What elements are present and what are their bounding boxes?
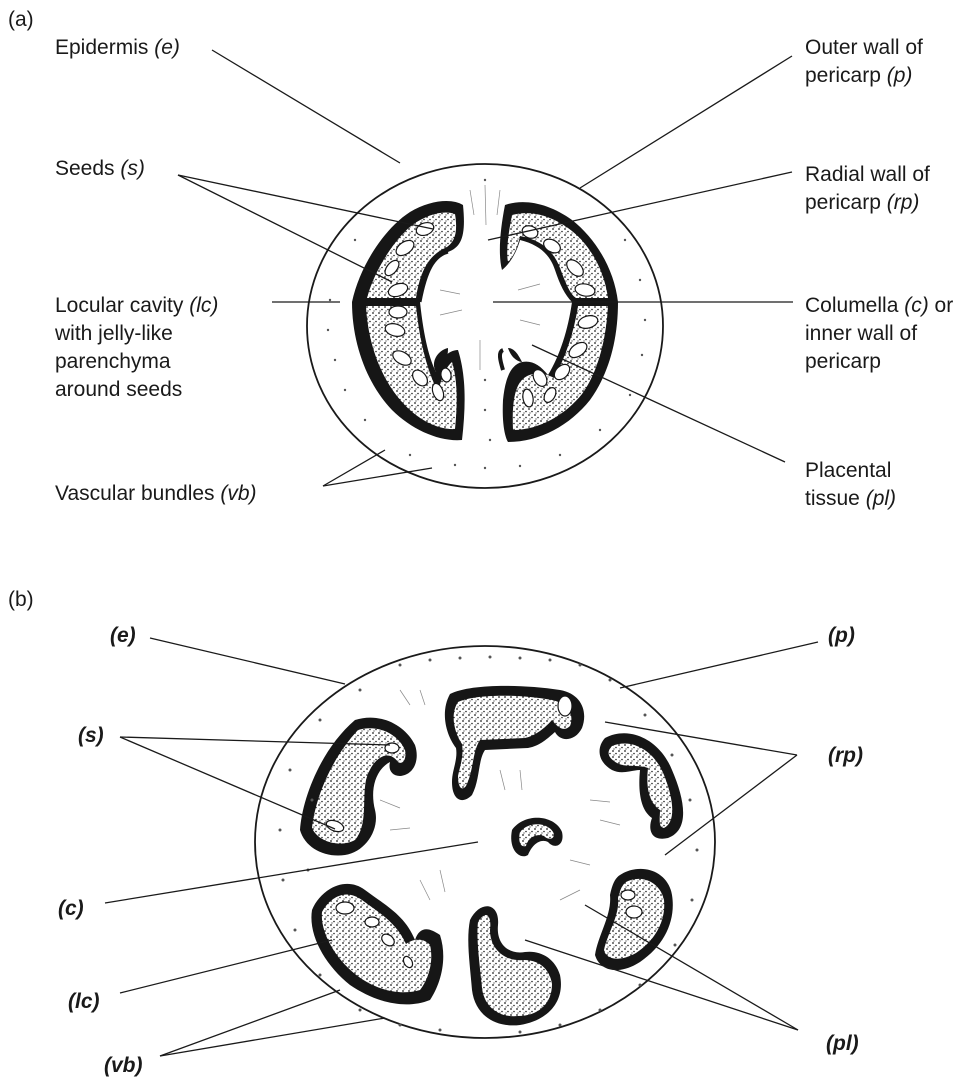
label-seeds-text: Seeds [55, 157, 121, 180]
locule-bottom-b [468, 906, 561, 1026]
tomato-cross-section-a [306, 163, 664, 489]
label-radial-wall-line1: Radial wall of [805, 163, 930, 186]
locule-lower-left-a [352, 302, 465, 441]
label-b-rp: (rp) [828, 744, 863, 767]
label-b-s: (s) [78, 724, 104, 747]
label-locular-cavity: Locular cavity (lc) with jelly-like pare… [55, 292, 218, 404]
label-columella-line3: pericarp [805, 350, 881, 373]
vascular-dots-a [326, 178, 647, 470]
locule-upper-right-b [599, 733, 684, 839]
label-b-p: (p) [828, 624, 855, 647]
label-columella-line1: Columella [805, 294, 905, 317]
label-locular-line4: around seeds [55, 378, 183, 401]
label-seeds: Seeds (s) [55, 155, 145, 183]
label-locular-abbr: (lc) [189, 294, 219, 317]
label-outer-wall-line1: Outer wall of [805, 36, 923, 59]
label-placental-abbr: (pl) [865, 487, 897, 510]
panel-a-label: (a) [8, 8, 34, 31]
vascular-dots-b [278, 655, 699, 1034]
label-radial-wall-abbr: (rp) [886, 191, 920, 214]
label-placental: Placental tissue (pl) [805, 457, 896, 513]
label-columella: Columella (c) or inner wall of pericarp [805, 292, 953, 376]
label-placental-line2: tissue [805, 487, 866, 510]
label-placental-line1: Placental [805, 459, 892, 482]
label-outer-wall: Outer wall of pericarp (p) [805, 34, 923, 90]
label-locular-line3: parenchyma [55, 350, 171, 373]
label-b-pl: (pl) [826, 1032, 859, 1055]
label-columella-abbr: (c) [904, 294, 929, 317]
label-epidermis-abbr: (e) [154, 36, 180, 59]
label-locular-line1: Locular cavity [55, 294, 190, 317]
label-outer-wall-line2: pericarp [805, 64, 887, 87]
label-vascular-bundles: Vascular bundles (vb) [55, 480, 257, 508]
label-columella-line2: inner wall of [805, 322, 918, 345]
label-radial-wall-line2: pericarp [805, 191, 887, 214]
label-radial-wall: Radial wall of pericarp (rp) [805, 161, 930, 217]
leader-lines-b [104, 637, 819, 1057]
tomato-cross-section-b [254, 645, 716, 1039]
label-epidermis-text: Epidermis [55, 36, 155, 59]
label-columella-line1-end: or [928, 294, 954, 317]
label-vascular-text: Vascular bundles [55, 482, 221, 505]
label-seeds-abbr: (s) [120, 157, 145, 180]
panel-b-label: (b) [8, 588, 34, 611]
label-b-e: (e) [110, 624, 136, 647]
label-epidermis: Epidermis (e) [55, 34, 180, 62]
label-b-c: (c) [58, 897, 84, 920]
label-vascular-abbr: (vb) [220, 482, 257, 505]
locule-centre-b [511, 817, 563, 857]
label-locular-line2: with jelly-like [55, 322, 173, 345]
label-outer-wall-abbr: (p) [886, 64, 913, 87]
label-b-vb: (vb) [104, 1054, 143, 1077]
label-b-lc: (lc) [68, 990, 100, 1013]
seeds-a [384, 221, 599, 408]
locule-top-b [444, 685, 585, 801]
leader-lines-a [177, 49, 793, 487]
